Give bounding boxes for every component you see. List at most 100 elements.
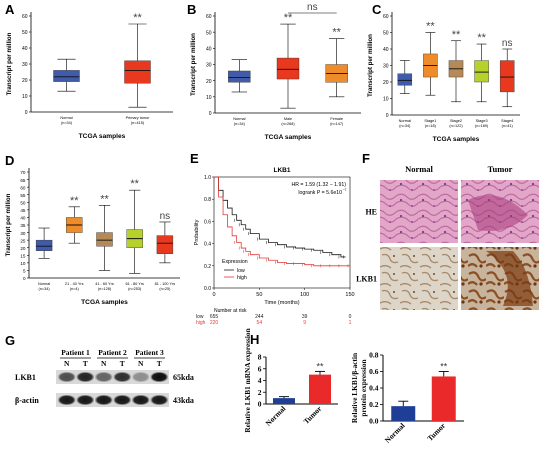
risk-row-label-low: low — [196, 314, 204, 320]
significance-label: ** — [332, 27, 341, 39]
y-tick-label: 0.6 — [204, 219, 211, 225]
y-tick-label: 5 — [23, 269, 26, 274]
lane-label: N — [138, 359, 144, 368]
y-tick-label: 50 — [383, 31, 389, 37]
x-tick-label: 61 - 80 Yrs — [125, 282, 144, 286]
x-tick-n-label: (n=34) — [399, 124, 411, 128]
y-tick-label: 45 — [20, 208, 26, 213]
row-label-he: HE — [365, 208, 377, 217]
y-tick-label: 8 — [258, 353, 262, 362]
y-tick-label: 10 — [20, 261, 26, 266]
blot-row-label: LKB1 — [15, 373, 36, 382]
box-81-100-yrs — [156, 235, 174, 254]
panel-label-d: D — [5, 153, 14, 168]
x-tick-n-label: (n=122) — [449, 124, 463, 128]
y-tick-label: 20 — [22, 78, 28, 84]
x-tick-label: Normal — [264, 404, 288, 428]
blot-band — [132, 395, 150, 405]
panel-label-g: G — [5, 333, 15, 348]
y-tick-label: 40 — [383, 47, 389, 53]
y-tick-label: 55 — [20, 193, 26, 198]
box-male — [276, 57, 300, 80]
y-tick-label: 40 — [20, 216, 26, 221]
y-tick-label: 1.0 — [204, 175, 211, 181]
y-tick-label: 4 — [258, 376, 262, 385]
y-tick-label: 0 — [386, 113, 389, 119]
blot-band — [113, 395, 131, 405]
ihc-tumor-stain-region — [486, 251, 533, 306]
x-tick-label: 150 — [345, 292, 354, 298]
x-axis-title: TCGA samples — [433, 136, 480, 143]
x-tick-n-label: (n=34) — [39, 287, 51, 291]
panel-label-f: F — [362, 151, 370, 166]
legend-label-high: high — [237, 275, 247, 281]
patient-label: Patient 2 — [98, 348, 127, 357]
y-tick-label: 60 — [383, 14, 389, 20]
blot-band — [150, 372, 168, 382]
he-normal-image — [380, 180, 458, 243]
x-axis-title: TCGA samples — [81, 299, 128, 306]
x-tick-n-label: (n=253) — [128, 287, 142, 291]
significance-label: ns — [502, 38, 513, 49]
y-axis-title: Transcript per million — [5, 193, 12, 256]
survival-curve-low — [214, 176, 346, 258]
y-tick-label: 30 — [22, 62, 28, 68]
bar-normal — [391, 406, 416, 421]
y-tick-label: 70 — [20, 170, 26, 175]
patient-label: Patient 1 — [61, 348, 90, 357]
lane-label: T — [157, 359, 162, 368]
y-tick-label: 10 — [383, 97, 389, 103]
panel-f-histology: Normal Tumor HE LKB1 — [356, 164, 539, 310]
x-tick-label: Tumor — [302, 404, 324, 426]
legend-title: Expression — [222, 259, 248, 265]
x-tick-label: 41 - 60 Yrs — [95, 282, 114, 286]
x-tick-label: Stage3 — [476, 119, 488, 123]
x-tick-n-label: (n=128) — [98, 287, 112, 291]
significance-label: ** — [426, 21, 435, 33]
box-normal — [53, 70, 80, 82]
x-tick-n-label: (n=34) — [61, 121, 73, 125]
significance-label: ** — [452, 29, 461, 41]
x-tick-label: 50 — [256, 292, 262, 298]
y-tick-label: 0 — [25, 110, 28, 116]
y-tick-label: 35 — [20, 223, 26, 228]
panel-d-boxplot: 0 5 10 15 20 25 30 35 40 45 50 55 60 65 70 Transcript p… — [5, 168, 180, 306]
x-tick-label: Normal — [383, 421, 407, 445]
y-tick-label: 10 — [22, 94, 28, 100]
x-axis-title: TCGA samples — [265, 134, 312, 141]
significance-label: ** — [100, 193, 109, 205]
blot-band — [58, 372, 76, 382]
x-tick-n-label: (n=25) — [159, 287, 171, 291]
risk-table-title: Number at risk — [214, 308, 247, 314]
panel-a-boxplot: 0 10 20 30 40 50 60 Transcript per million TCGA … — [6, 12, 173, 140]
blot-band — [132, 372, 150, 382]
risk-value: 39 — [302, 314, 308, 320]
significance-label: ** — [477, 32, 486, 44]
legend-label-low: low — [237, 268, 245, 274]
ihc-normal-image — [380, 247, 458, 310]
y-axis-title: Relative LKB1 mRNA expression — [243, 328, 252, 432]
x-tick-label: 100 — [300, 292, 309, 298]
panel-label-h: H — [250, 332, 259, 347]
risk-value: 9 — [303, 320, 306, 326]
blot-band — [58, 395, 76, 405]
x-tick-label: Stage2 — [450, 119, 462, 123]
x-tick-label: 81 - 100 Yrs — [155, 282, 176, 286]
x-tick-n-label: (n=268) — [281, 122, 295, 126]
y-tick-label: 30 — [383, 64, 389, 70]
box-normal — [35, 239, 53, 251]
x-tick-label: Normal — [60, 116, 72, 120]
bar-tumor — [309, 374, 331, 404]
bracket-label: ns — [307, 2, 318, 13]
y-tick-label: 2 — [258, 388, 262, 397]
x-tick-n-label: (n=41) — [502, 124, 514, 128]
panel-c-boxplot: 0 10 20 30 40 50 60 Transcript per million TCGA … — [367, 12, 520, 143]
x-axis-title: Time (months) — [264, 300, 299, 306]
blot-size-label: 43kda — [173, 396, 194, 405]
y-axis-title: Probability — [194, 219, 200, 245]
y-tick-label: 0 — [209, 111, 212, 117]
y-tick-label: 0.8 — [369, 351, 379, 360]
x-tick-n-label: (n=18) — [425, 124, 437, 128]
